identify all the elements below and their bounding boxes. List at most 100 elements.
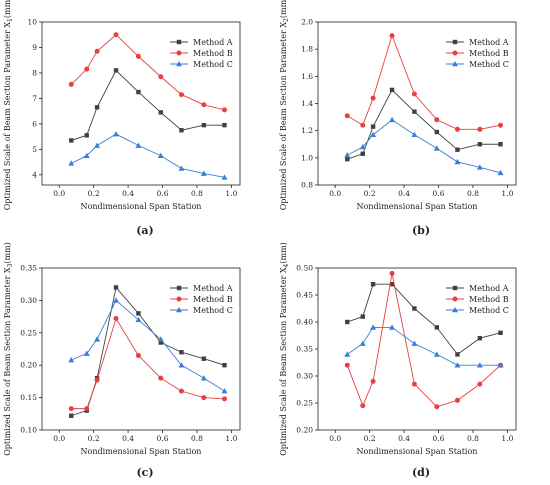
data-point — [157, 152, 164, 159]
legend-item: Method A — [170, 284, 233, 293]
data-point — [179, 350, 184, 355]
plot-frame — [41, 267, 241, 431]
legend-label: Method B — [469, 295, 509, 304]
data-point — [411, 131, 418, 138]
data-point — [200, 375, 207, 381]
data-point — [360, 403, 366, 409]
legend-marker — [452, 285, 458, 291]
legend: Method A Method B Method C — [446, 284, 509, 315]
data-point — [158, 74, 164, 80]
x-tick-label: 0.6 — [433, 189, 445, 198]
legend-marker — [176, 39, 182, 45]
x-tick-label: 0.2 — [88, 434, 100, 443]
data-point — [360, 122, 366, 128]
data-point — [201, 395, 207, 401]
x-axis-label: Nondimensional Span Station — [81, 447, 202, 456]
legend-item: Method A — [170, 38, 233, 47]
data-point — [113, 32, 119, 38]
series-method-c — [68, 297, 228, 394]
y-tick-label: 0.45 — [296, 291, 313, 300]
y-tick-label: 1.6 — [301, 72, 313, 81]
data-point — [136, 311, 141, 316]
y-tick-label: 2.0 — [301, 18, 313, 27]
legend-label: Method A — [193, 38, 233, 47]
x-axis-label: Nondimensional Span Station — [81, 202, 202, 211]
data-point — [370, 95, 376, 101]
y-axis-label: Optimized Scale of Beam Section Paramete… — [3, 0, 14, 210]
y-tick-label: 8 — [32, 68, 37, 77]
data-point — [68, 357, 75, 363]
data-point — [222, 363, 227, 368]
data-point — [389, 282, 395, 287]
y-tick-label: 7 — [32, 94, 37, 103]
x-tick-label: 0.2 — [364, 189, 376, 198]
legend-marker — [176, 61, 182, 67]
data-point — [158, 110, 163, 115]
data-point — [359, 143, 366, 150]
x-tick-label: 0.0 — [53, 189, 65, 198]
data-point — [434, 117, 440, 123]
chart-panel-2: 0.0 0.2 0.4 0.6 0.8 1.0 0.8 1.0 1.2 1.4 1.6 1.8 2.0 N… — [279, 0, 517, 237]
legend-marker — [176, 50, 182, 56]
series-line — [347, 89, 501, 160]
y-axis-label-main: Optimized Scale of Beam Section Paramete… — [3, 267, 12, 456]
panel-label: (c) — [136, 466, 153, 479]
x-tick-label: 0.2 — [364, 434, 376, 443]
data-point — [434, 404, 440, 410]
x-tick-label: 1.0 — [225, 189, 237, 198]
data-point — [157, 336, 164, 342]
data-point — [370, 282, 376, 287]
data-point — [201, 122, 207, 128]
series-line — [71, 317, 225, 410]
data-point — [179, 128, 184, 133]
data-point — [498, 142, 503, 147]
legend-item: Method B — [446, 295, 509, 304]
data-point — [94, 377, 100, 383]
x-axis-label: Nondimensional Span Station — [357, 202, 478, 211]
y-tick-label: 0.10 — [20, 426, 37, 435]
x-tick-label: 0.8 — [191, 189, 203, 198]
data-point — [113, 68, 119, 73]
legend-label: Method A — [193, 284, 233, 293]
x-tick-label: 0.8 — [467, 434, 479, 443]
series-method-b — [344, 33, 504, 132]
data-point — [411, 381, 417, 387]
data-point — [476, 362, 483, 368]
data-point — [433, 351, 440, 357]
data-point — [389, 324, 396, 330]
y-axis-label-subscript: 2 — [283, 18, 290, 22]
data-point — [360, 314, 365, 319]
y-axis-label-main: Optimized Scale of Beam Section Paramete… — [3, 22, 12, 211]
legend-item: Method C — [170, 60, 233, 69]
y-tick-label: 0.35 — [20, 264, 37, 273]
data-point — [498, 122, 504, 128]
data-point — [158, 340, 163, 345]
data-point — [411, 91, 417, 97]
series-method-c — [344, 116, 504, 176]
legend-item: Method A — [446, 284, 509, 293]
legend-label: Method B — [469, 49, 509, 58]
data-point — [69, 413, 74, 418]
data-point — [222, 107, 228, 113]
data-point — [178, 362, 185, 368]
data-point — [497, 169, 504, 176]
y-axis-label-subscript: 4 — [283, 263, 290, 267]
series-method-a — [345, 282, 503, 357]
data-point — [389, 87, 395, 93]
x-tick-label: 1.0 — [225, 434, 237, 443]
series-method-b — [68, 316, 228, 412]
data-point — [497, 362, 504, 368]
x-tick-label: 0.6 — [157, 434, 169, 443]
data-point — [222, 122, 227, 128]
data-point — [201, 356, 207, 361]
data-point — [135, 142, 142, 148]
y-tick-label: 6 — [32, 119, 37, 128]
legend-marker — [452, 50, 458, 56]
y-tick-label: 0.20 — [20, 361, 37, 370]
data-point — [454, 362, 461, 368]
legend-item: Method B — [170, 49, 233, 58]
panel-label: (a) — [136, 224, 154, 237]
series-line — [347, 119, 501, 174]
data-point — [69, 138, 74, 143]
